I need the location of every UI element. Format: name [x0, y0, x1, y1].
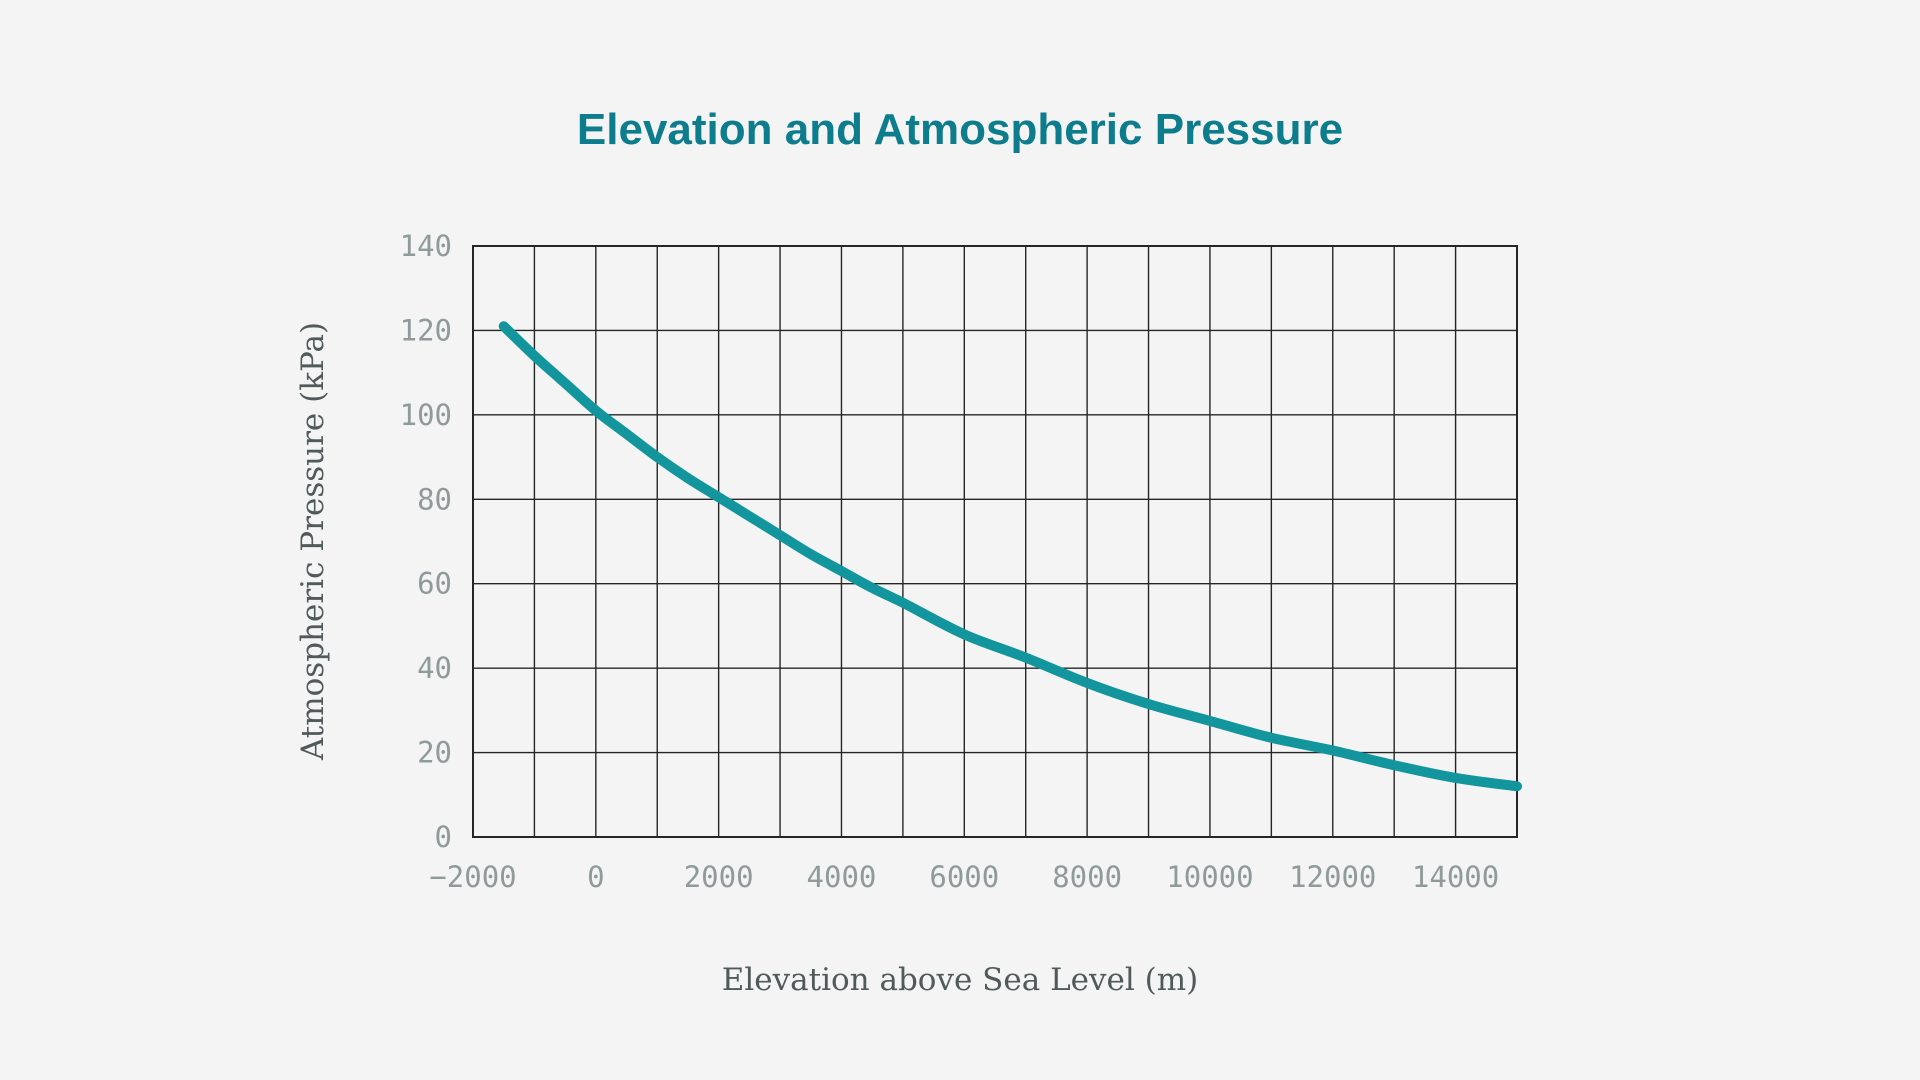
x-tick-label: 4000: [807, 860, 877, 894]
y-tick-label: 60: [417, 567, 452, 601]
x-tick-label: −2000: [429, 860, 516, 894]
y-tick-label: 40: [417, 651, 452, 685]
x-tick-label: 0: [587, 860, 604, 894]
y-tick-label: 140: [400, 229, 452, 263]
x-tick-label: 14000: [1412, 860, 1499, 894]
y-tick-label: 20: [417, 736, 452, 770]
y-tick-label: 80: [417, 482, 452, 516]
x-tick-label: 10000: [1166, 860, 1253, 894]
x-tick-label: 2000: [684, 860, 754, 894]
x-tick-label: 6000: [929, 860, 999, 894]
y-tick-label: 0: [435, 820, 452, 854]
x-tick-label: 8000: [1052, 860, 1122, 894]
pressure-curve: [498, 321, 1522, 792]
y-tick-label: 100: [400, 398, 452, 432]
x-tick-label: 12000: [1289, 860, 1376, 894]
x-axis-title: Elevation above Sea Level (m): [721, 962, 1199, 998]
chart-title: Elevation and Atmospheric Pressure: [576, 105, 1344, 154]
plot-frame: [472, 245, 1518, 838]
y-tick-label: 120: [400, 313, 452, 347]
